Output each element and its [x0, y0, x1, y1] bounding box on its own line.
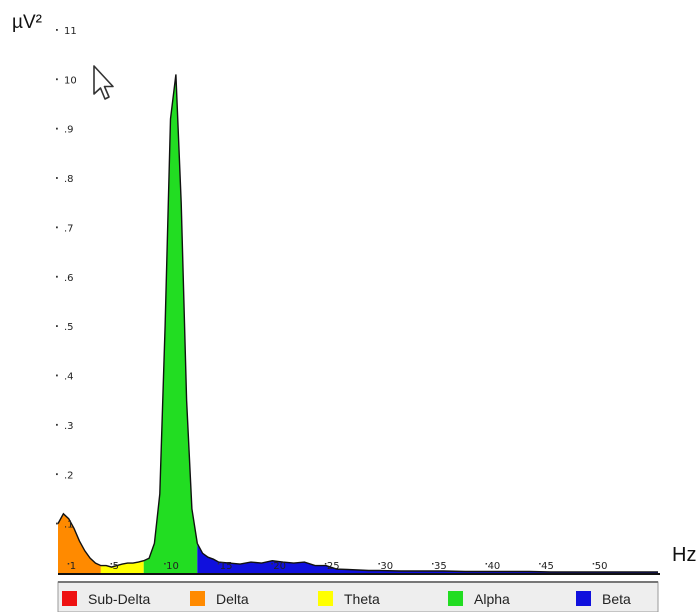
- x-tick-label: 50: [595, 561, 608, 572]
- x-tick-label: 1: [70, 561, 76, 572]
- band-beta-area: [197, 74, 658, 573]
- x-tick-mark: [271, 563, 273, 565]
- legend-label-delta: Delta: [216, 591, 249, 607]
- y-tick-label: .5: [64, 322, 74, 333]
- x-tick-mark: [164, 563, 166, 565]
- y-tick-mark: [56, 127, 58, 130]
- x-tick-mark: [485, 563, 488, 565]
- y-tick-mark: [56, 473, 58, 476]
- y-tick-mark: [56, 78, 58, 81]
- x-tick-label: 45: [541, 561, 554, 572]
- spectrum-outline: [57, 74, 658, 573]
- y-tick-mark: [56, 226, 58, 229]
- y-tick-label: .3: [64, 421, 74, 432]
- x-tick-mark: [324, 563, 327, 565]
- x-tick-mark: [432, 563, 434, 565]
- legend-swatch-beta: [576, 591, 591, 606]
- x-tick-mark: [378, 563, 380, 565]
- x-tick-label: 40: [488, 561, 501, 572]
- y-tick-mark: [56, 374, 58, 377]
- y-tick-label: .9: [64, 125, 74, 136]
- y-tick-mark: [56, 29, 58, 31]
- y-tick-label: 10: [64, 75, 77, 86]
- legend: Sub-Delta Delta Theta Alpha Beta: [57, 581, 659, 612]
- x-tick-label: 20: [273, 561, 286, 572]
- y-tick-label: .4: [64, 372, 74, 383]
- x-tick-label: 30: [380, 561, 393, 572]
- y-tick-label: 11: [64, 26, 77, 37]
- band-alpha-area: [143, 74, 198, 573]
- y-tick-mark: [56, 423, 58, 426]
- y-tick-label: .6: [64, 273, 74, 284]
- x-tick-label: 5: [113, 561, 119, 572]
- y-tick-mark: [56, 275, 58, 278]
- legend-swatch-sub-delta: [62, 591, 77, 606]
- y-tick-mark: [56, 325, 58, 327]
- legend-swatch-delta: [190, 591, 205, 606]
- x-tick-mark: [110, 563, 113, 565]
- x-tick-mark: [67, 563, 70, 565]
- x-tick-mark: [217, 563, 220, 565]
- legend-label-alpha: Alpha: [474, 591, 510, 607]
- band-delta-area: [58, 74, 101, 573]
- band-theta-area: [100, 74, 144, 573]
- x-tick-label: 15: [220, 561, 233, 572]
- mouse-cursor-icon: [93, 65, 114, 100]
- x-tick-label: 35: [434, 561, 447, 572]
- legend-label-beta: Beta: [602, 591, 631, 607]
- legend-background: [57, 581, 659, 612]
- x-axis-label: Hz: [672, 544, 697, 566]
- legend-label-sub-delta: Sub-Delta: [88, 591, 150, 607]
- x-tick-mark: [539, 563, 541, 565]
- legend-swatch-theta: [318, 591, 333, 606]
- legend-label-theta: Theta: [344, 591, 380, 607]
- legend-swatch-alpha: [448, 591, 463, 606]
- y-tick-label: .7: [64, 223, 74, 234]
- y-tick-label: .2: [64, 470, 74, 481]
- x-tick-label: 25: [327, 561, 340, 572]
- x-tick-mark: [592, 563, 595, 565]
- y-tick-mark: [56, 522, 58, 525]
- y-axis-label: µV²: [12, 12, 42, 33]
- x-tick-label: 10: [166, 561, 179, 572]
- y-tick-mark: [56, 177, 58, 179]
- y-tick-label: .1: [64, 520, 74, 531]
- y-tick-label: .8: [64, 174, 74, 185]
